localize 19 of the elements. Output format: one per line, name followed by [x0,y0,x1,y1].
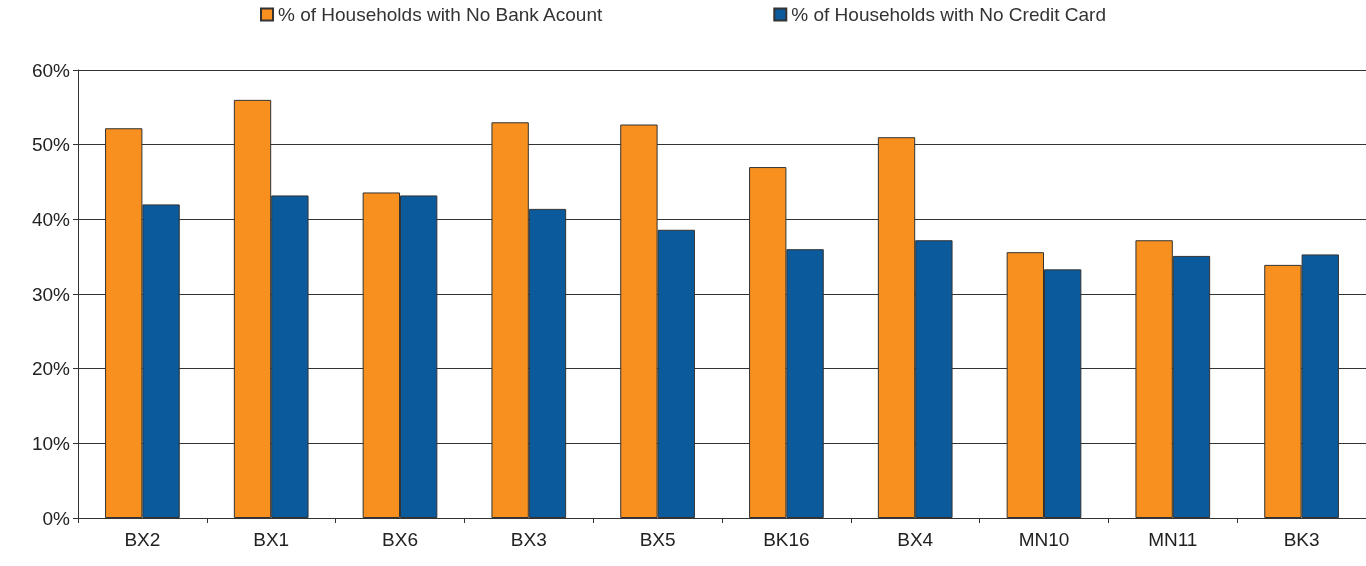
y-tick-label: 40% [31,208,71,230]
x-tick-label: MN11 [1148,529,1198,550]
legend-label: % of Households with No Credit Card [791,4,1106,25]
x-tick-label: BX4 [897,529,934,550]
x-tick-label: MN10 [1018,529,1070,550]
y-tick-label: 0% [42,507,71,529]
x-tick-label: BK16 [763,529,810,550]
y-tick-label: 30% [31,283,71,305]
x-tick-label: BX2 [124,529,161,550]
x-tick-label: BX5 [639,529,676,550]
y-tick-label: 20% [31,358,71,380]
y-tick-label: 50% [31,134,71,156]
x-tick-label: BX6 [382,529,418,550]
x-tick-label: BX1 [253,529,290,550]
x-tick-label: BX3 [510,529,547,550]
legend-label: % of Households with No Bank Acount [278,4,603,25]
y-tick-label: 10% [31,432,71,454]
y-tick-label: 60% [31,59,71,81]
x-tick-label: BK3 [1283,529,1320,550]
